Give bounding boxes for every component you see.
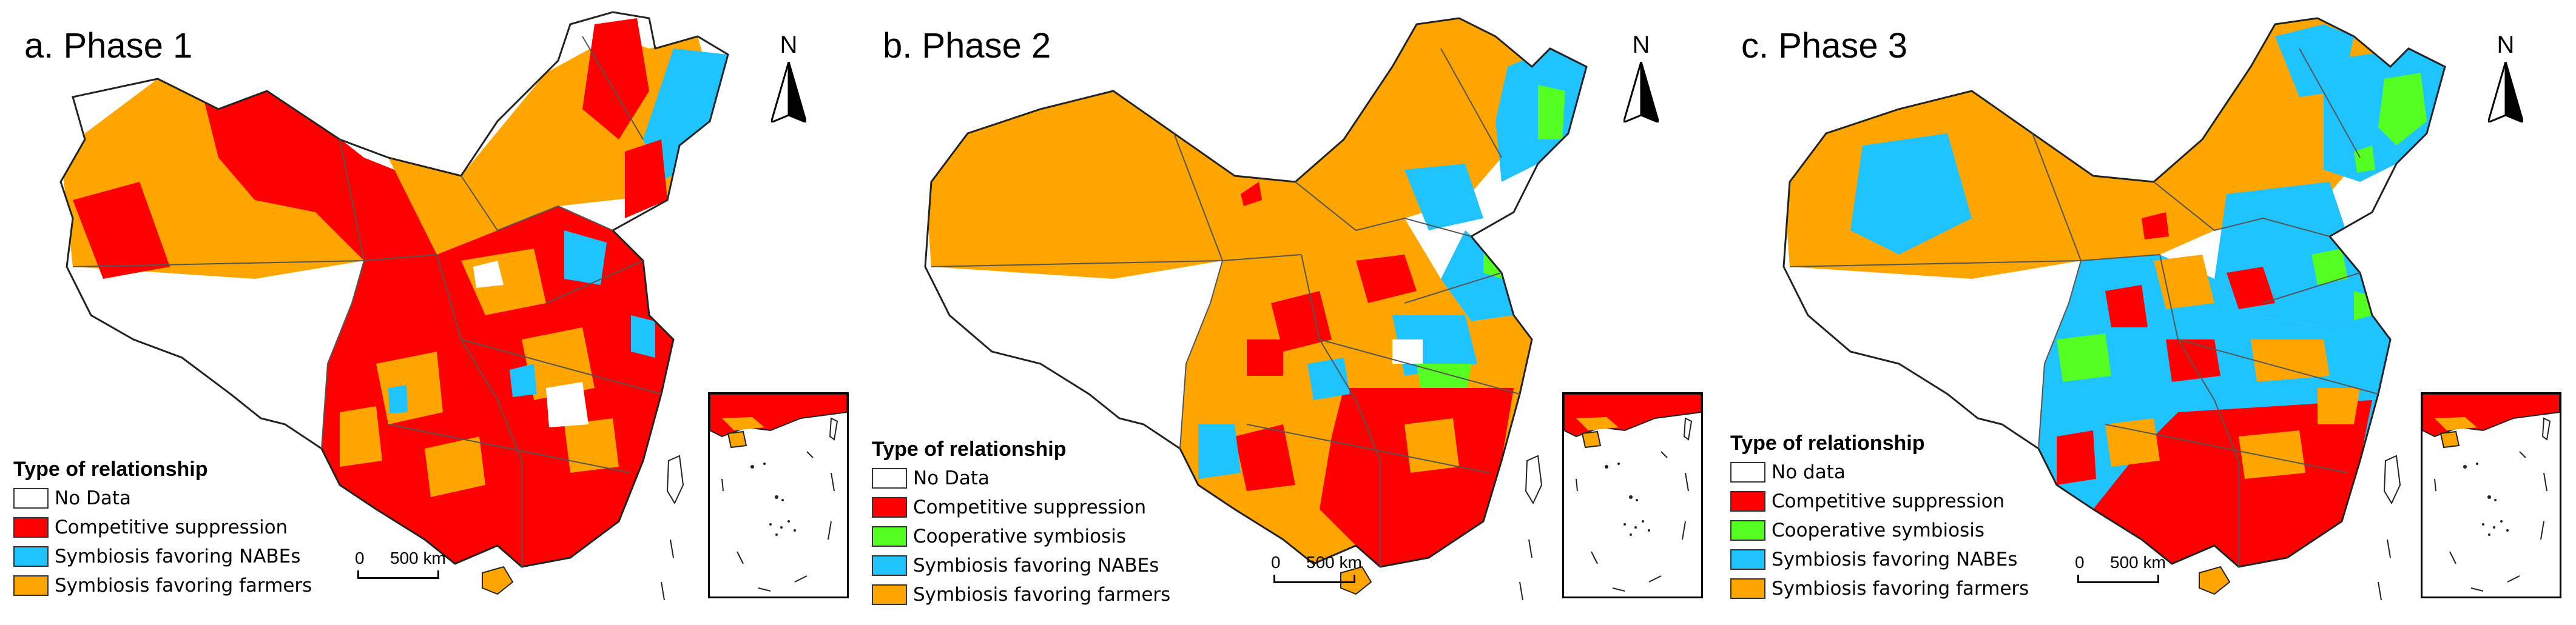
legend-item-symbiosis-farmers: Symbiosis favoring farmers xyxy=(872,580,1170,609)
south-china-sea-inset xyxy=(2421,392,2561,598)
scale-bar-distance: 500 km xyxy=(1306,553,1362,572)
legend-item-no-data: No data xyxy=(1730,458,2029,487)
scale-bar-line xyxy=(1273,575,1355,583)
legend-label: Symbiosis favoring farmers xyxy=(1772,578,2029,600)
legend-item-cooperative-symbiosis: Cooperative symbiosis xyxy=(1730,516,2029,545)
north-arrow-label: N xyxy=(2497,32,2515,58)
scale-bar-line xyxy=(357,570,439,579)
legend-swatch xyxy=(872,526,907,547)
legend-label: Symbiosis favoring farmers xyxy=(913,584,1171,606)
legend-label: Symbiosis favoring NABEs xyxy=(55,546,301,567)
legend-item-no-data: No Data xyxy=(13,484,312,513)
map-panel-phase-2: b. Phase 2 N Type of relationship No Dat… xyxy=(858,0,1717,625)
legend-swatch xyxy=(13,546,49,567)
scale-bar: 0 500 km xyxy=(2075,553,2166,589)
panel-title: c. Phase 3 xyxy=(1741,26,1908,65)
legend-swatch xyxy=(13,488,49,509)
legend-label: Cooperative symbiosis xyxy=(913,526,1126,547)
south-china-sea-inset xyxy=(708,392,849,598)
legend-item-competitive-suppression: Competitive suppression xyxy=(872,493,1170,522)
legend-title: Type of relationship xyxy=(13,458,208,481)
legend-title: Type of relationship xyxy=(1730,432,1925,455)
legend-swatch xyxy=(872,468,907,489)
legend: Type of relationship No Data Competitive… xyxy=(872,438,1170,609)
legend-swatch xyxy=(1730,462,1765,483)
legend-swatch xyxy=(13,575,49,596)
panel-title: b. Phase 2 xyxy=(883,26,1051,65)
legend-label: Competitive suppression xyxy=(913,496,1147,518)
legend-item-no-data: No Data xyxy=(872,464,1170,493)
legend: Type of relationship No data Competitive… xyxy=(1730,432,2029,603)
legend-swatch xyxy=(1730,491,1765,512)
legend-label: No Data xyxy=(55,487,132,509)
north-arrow-icon xyxy=(1623,62,1659,122)
south-china-sea-inset xyxy=(1562,392,1703,598)
legend-item-cooperative-symbiosis: Cooperative symbiosis xyxy=(872,522,1170,551)
legend-label: Symbiosis favoring NABEs xyxy=(1772,549,2018,570)
legend-swatch xyxy=(1730,578,1765,599)
scale-bar-zero: 0 xyxy=(355,549,365,567)
north-arrow-label: N xyxy=(780,32,798,58)
legend-label: No data xyxy=(1772,461,1846,483)
legend-swatch xyxy=(1730,549,1765,570)
choropleth-map-phase-3 xyxy=(1782,17,2446,601)
legend-item-symbiosis-nabes: Symbiosis favoring NABEs xyxy=(13,542,312,571)
inset-map xyxy=(709,393,848,592)
north-arrow: N xyxy=(767,32,810,122)
map-panel-phase-1: a. Phase 1 N Type of relationship No Dat… xyxy=(0,0,858,625)
legend-label: Competitive suppression xyxy=(1772,490,2005,512)
north-arrow-icon xyxy=(2488,62,2523,122)
legend-item-competitive-suppression: Competitive suppression xyxy=(1730,487,2029,516)
scale-bar: 0 500 km xyxy=(355,549,446,585)
legend-title: Type of relationship xyxy=(872,438,1067,461)
inset-map xyxy=(1563,393,1702,592)
legend-label: Cooperative symbiosis xyxy=(1772,520,1984,541)
north-arrow-label: N xyxy=(1632,32,1650,58)
legend-swatch xyxy=(872,497,907,518)
legend-swatch xyxy=(872,555,907,576)
scale-bar-zero: 0 xyxy=(1271,553,1281,572)
legend-swatch xyxy=(1730,520,1765,541)
scale-bar-line xyxy=(2077,575,2159,583)
north-arrow: N xyxy=(2484,32,2527,122)
scale-bar-distance: 500 km xyxy=(390,549,446,567)
legend-label: Symbiosis favoring farmers xyxy=(55,575,312,597)
choropleth-map-phase-2 xyxy=(924,17,1588,601)
legend-label: No Data xyxy=(913,467,990,489)
north-arrow: N xyxy=(1620,32,1662,122)
panel-title: a. Phase 1 xyxy=(24,26,193,65)
legend-item-symbiosis-farmers: Symbiosis favoring farmers xyxy=(1730,574,2029,603)
legend-swatch xyxy=(872,584,907,605)
legend-item-symbiosis-farmers: Symbiosis favoring farmers xyxy=(13,571,312,600)
map-panel-phase-3: c. Phase 3 N Type of relationship No dat… xyxy=(1717,0,2575,625)
north-arrow-icon xyxy=(771,62,806,122)
legend-item-competitive-suppression: Competitive suppression xyxy=(13,513,312,542)
legend-swatch xyxy=(13,517,49,538)
legend-item-symbiosis-nabes: Symbiosis favoring NABEs xyxy=(872,551,1170,580)
scale-bar: 0 500 km xyxy=(1271,553,1362,589)
choropleth-map-phase-1 xyxy=(59,11,732,601)
inset-map xyxy=(2422,393,2560,592)
legend-item-symbiosis-nabes: Symbiosis favoring NABEs xyxy=(1730,545,2029,574)
scale-bar-zero: 0 xyxy=(2075,553,2085,572)
legend-label: Symbiosis favoring NABEs xyxy=(913,555,1159,577)
scale-bar-distance: 500 km xyxy=(2110,553,2166,572)
legend-label: Competitive suppression xyxy=(55,516,288,538)
legend: Type of relationship No Data Competitive… xyxy=(13,458,312,600)
